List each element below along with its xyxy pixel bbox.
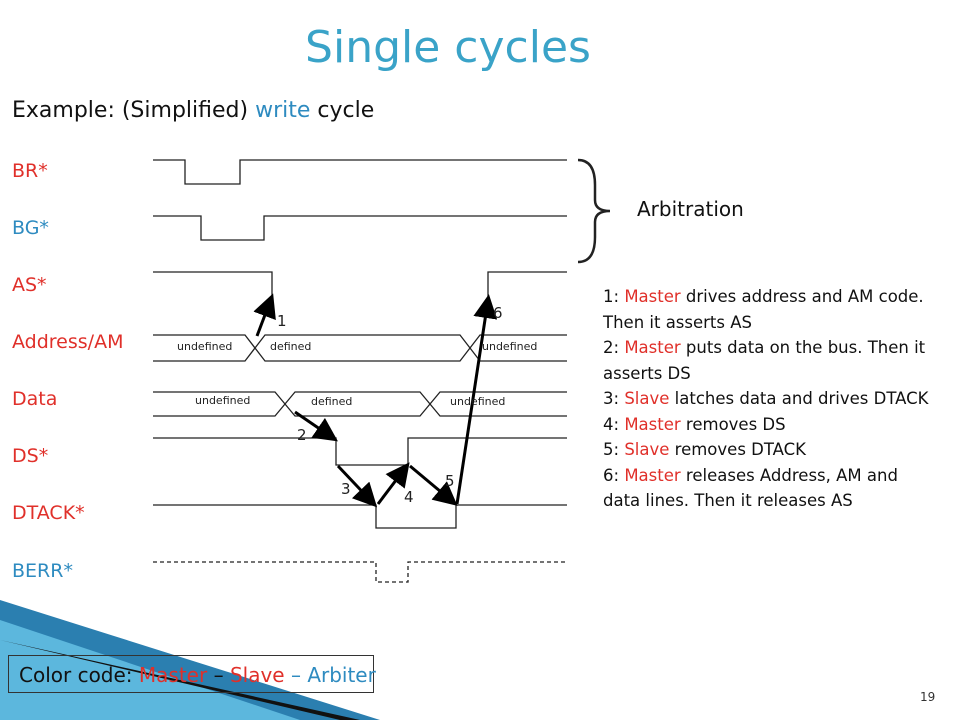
note-text: releases Address, AM and data lines. The… bbox=[603, 465, 898, 511]
signal-label: Address/AM bbox=[12, 331, 124, 353]
note-text: removes DTACK bbox=[674, 440, 806, 459]
bus-label: defined bbox=[270, 340, 311, 353]
note: 3: Slave latches data and drives DTACK bbox=[603, 386, 938, 412]
note: 5: Slave removes DTACK bbox=[603, 437, 938, 463]
color-code: Color code: Master – Slave – Arbiter bbox=[8, 655, 376, 693]
note-num: 2: bbox=[603, 338, 620, 357]
note-actor: Slave bbox=[624, 389, 670, 408]
note: 6: Master releases Address, AM and data … bbox=[603, 463, 938, 514]
text: Slave bbox=[229, 663, 285, 687]
note: 4: Master removes DS bbox=[603, 412, 938, 438]
step-number: 6 bbox=[493, 304, 503, 322]
decor bbox=[0, 640, 360, 720]
text: – bbox=[207, 663, 230, 687]
text: Example: (Simplified) bbox=[12, 98, 256, 123]
subtitle: Example: (Simplified) write cycle bbox=[12, 98, 374, 123]
bus-label: undefined bbox=[195, 394, 250, 407]
note-text: drives address and AM code. Then it asse… bbox=[603, 287, 924, 332]
step-number: 1 bbox=[277, 312, 287, 330]
step-number: 4 bbox=[404, 488, 414, 506]
note-actor: Master bbox=[624, 465, 681, 485]
signal-label: AS* bbox=[12, 274, 47, 296]
text: Color code: bbox=[19, 663, 139, 687]
note-text: removes DS bbox=[685, 414, 786, 434]
text: Arbiter bbox=[307, 663, 376, 687]
note-actor: Master bbox=[624, 338, 681, 357]
text: Master bbox=[138, 663, 208, 687]
text: cycle bbox=[310, 98, 375, 123]
step-number: 2 bbox=[297, 426, 307, 444]
signal-label: BR* bbox=[12, 160, 48, 182]
note-num: 6: bbox=[603, 465, 620, 485]
arrows bbox=[253, 293, 498, 508]
signal-label: BG* bbox=[12, 217, 49, 239]
note-num: 4: bbox=[603, 414, 620, 434]
note-text: puts data on the bus. Then it asserts DS bbox=[603, 338, 926, 383]
page-number: 19 bbox=[920, 690, 936, 704]
note-actor: Master bbox=[624, 287, 681, 306]
note-actor: Slave bbox=[624, 440, 670, 459]
bus-label: undefined bbox=[482, 340, 537, 353]
notes: 1: Master drives address and AM code. Th… bbox=[603, 284, 938, 514]
note-num: 1: bbox=[603, 287, 620, 306]
step-number: 3 bbox=[341, 480, 351, 498]
note: 2: Master puts data on the bus. Then it … bbox=[603, 335, 938, 386]
signal-label: DS* bbox=[12, 445, 49, 467]
arbitration-label: Arbitration bbox=[637, 197, 744, 221]
text: write bbox=[255, 98, 311, 123]
text: – bbox=[284, 663, 308, 687]
bus-label: defined bbox=[311, 395, 352, 408]
note-text: latches data and drives DTACK bbox=[674, 389, 929, 408]
title: Single cycles bbox=[305, 22, 591, 73]
bus-label: undefined bbox=[177, 340, 232, 353]
note-num: 5: bbox=[603, 440, 620, 459]
note: 1: Master drives address and AM code. Th… bbox=[603, 284, 938, 335]
signal-label: Data bbox=[12, 388, 58, 410]
note-num: 3: bbox=[603, 389, 620, 408]
signal-label: BERR* bbox=[12, 560, 73, 582]
waveforms bbox=[153, 158, 611, 583]
note-actor: Master bbox=[624, 414, 681, 434]
step-number: 5 bbox=[445, 472, 455, 490]
bus-label: undefined bbox=[450, 395, 505, 408]
decor bbox=[0, 620, 300, 720]
signal-label: DTACK* bbox=[12, 502, 85, 524]
